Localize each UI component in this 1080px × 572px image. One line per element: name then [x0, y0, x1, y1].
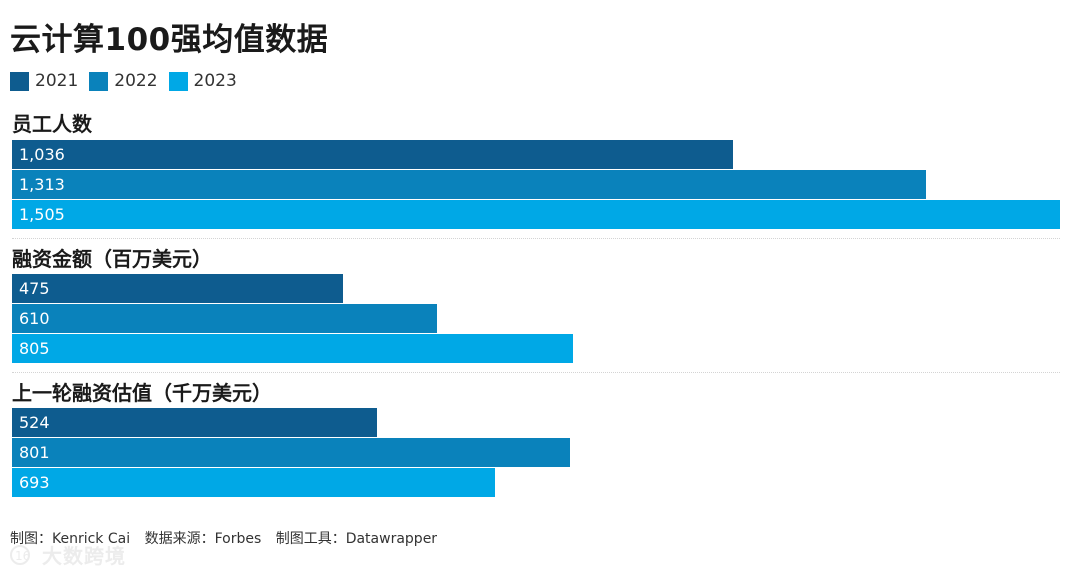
chart-legend: 2021 2022 2023 — [10, 70, 248, 92]
panel-1-title: 员工人数 — [12, 112, 92, 136]
footer-tool: 制图工具：Datawrapper — [275, 531, 438, 547]
panel-1-value-label-2022: 1,313 — [19, 175, 65, 194]
legend-item-2021: 2021 — [10, 71, 78, 91]
panel-3-bar-2022 — [12, 438, 570, 467]
legend-item-2022: 2022 — [89, 71, 158, 91]
legend-item-2023: 2023 — [168, 71, 237, 91]
panel-1-value-label-2023: 1,505 — [19, 205, 65, 224]
panel-2-bar-2021 — [12, 274, 343, 303]
panel-1-value-label-2021: 1,036 — [19, 145, 65, 164]
chart-footer: 制图：Kenrick Cai 数据来源：Forbes 制图工具：Datawrap… — [10, 528, 447, 548]
panel-1-bar-2021 — [12, 140, 733, 169]
panel-2-bar-2022 — [12, 304, 437, 333]
panel-3-value-label-2023: 693 — [19, 473, 50, 492]
panel-2-value-label-2022: 610 — [19, 309, 50, 328]
legend-swatch-2023 — [168, 71, 188, 91]
panel-1-bar-2023 — [12, 200, 1060, 229]
panel-2-title: 融资金额（百万美元） — [12, 247, 212, 271]
watermark-logo-icon: 16 — [10, 544, 30, 565]
watermark: 16 大数跨境 — [8, 540, 126, 569]
legend-label-2021: 2021 — [35, 71, 79, 91]
panel-2-value-label-2021: 475 — [19, 279, 50, 298]
panel-divider-1 — [12, 238, 1060, 239]
panel-3-bar-2023 — [12, 468, 495, 497]
legend-swatch-2022 — [89, 71, 109, 91]
panel-3-value-label-2022: 801 — [19, 443, 50, 462]
panel-3-title: 上一轮融资估值（千万美元） — [12, 381, 272, 405]
footer-source: 数据来源：Forbes — [144, 531, 262, 547]
watermark-text: 大数跨境 — [42, 544, 126, 568]
panel-2-bar-2023 — [12, 334, 573, 363]
footer-author: 制图：Kenrick Cai — [10, 531, 131, 547]
panel-divider-2 — [12, 372, 1060, 373]
panel-3-value-label-2021: 524 — [19, 413, 50, 432]
panel-2-value-label-2023: 805 — [19, 339, 50, 358]
svg-text:16: 16 — [15, 549, 30, 563]
legend-swatch-2021 — [10, 71, 29, 91]
chart-title: 云计算100强均值数据 — [10, 22, 329, 58]
legend-label-2023: 2023 — [193, 71, 237, 91]
legend-label-2022: 2022 — [114, 71, 158, 91]
panel-3-bar-2021 — [12, 408, 377, 437]
panel-1-bar-2022 — [12, 170, 926, 199]
